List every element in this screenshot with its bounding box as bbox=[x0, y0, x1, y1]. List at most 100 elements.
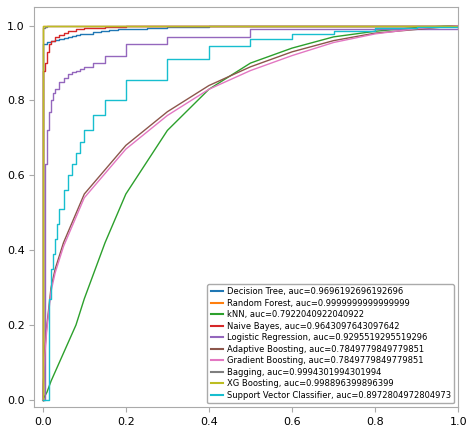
Bagging, auc=0.9994301994301994 bbox=[82, 23, 87, 28]
Logistic Regression, auc=0.9295519295519296 bbox=[123, 42, 128, 47]
Decision Tree, auc=0.9696192696192696 bbox=[90, 30, 95, 35]
Bagging, auc=0.9994301994301994 bbox=[40, 397, 46, 402]
Decision Tree, auc=0.9696192696192696 bbox=[52, 37, 58, 43]
Adaptive Boosting, auc=0.7849779849779851 bbox=[331, 38, 337, 43]
Random Forest, auc=0.9999999999999999 bbox=[42, 23, 48, 28]
Gradient Boosting, auc=0.7849779849779851 bbox=[123, 147, 128, 152]
Naive Bayes, auc=0.9643097643097642 bbox=[46, 42, 52, 47]
kNN, auc=0.7922040922040922 bbox=[206, 87, 212, 92]
Decision Tree, auc=0.9696192696192696 bbox=[65, 34, 71, 39]
Support Vector Classifier, auc=0.8972804972804973 bbox=[55, 221, 60, 227]
Bagging, auc=0.9994301994301994 bbox=[40, 25, 46, 30]
Decision Tree, auc=0.9696192696192696 bbox=[247, 23, 253, 29]
Gradient Boosting, auc=0.7849779849779851 bbox=[164, 113, 170, 118]
Support Vector Classifier, auc=0.8972804972804973 bbox=[331, 28, 337, 33]
Naive Bayes, auc=0.9643097643097642 bbox=[48, 38, 54, 43]
Adaptive Boosting, auc=0.7849779849779851 bbox=[372, 30, 378, 36]
Logistic Regression, auc=0.9295519295519296 bbox=[50, 90, 56, 95]
Line: XG Boosting, auc=0.998896399896399: XG Boosting, auc=0.998896399896399 bbox=[43, 26, 458, 400]
Support Vector Classifier, auc=0.8972804972804973 bbox=[46, 296, 52, 302]
Naive Bayes, auc=0.9643097643097642 bbox=[40, 68, 46, 73]
Bagging, auc=0.9994301994301994 bbox=[61, 23, 66, 28]
Support Vector Classifier, auc=0.8972804972804973 bbox=[414, 24, 419, 30]
Logistic Regression, auc=0.9295519295519296 bbox=[40, 397, 46, 402]
Decision Tree, auc=0.9696192696192696 bbox=[414, 23, 419, 28]
Random Forest, auc=0.9999999999999999 bbox=[40, 397, 46, 402]
Bagging, auc=0.9994301994301994 bbox=[456, 23, 461, 28]
Support Vector Classifier, auc=0.8972804972804973 bbox=[40, 397, 46, 402]
Naive Bayes, auc=0.9643097643097642 bbox=[61, 30, 66, 36]
Logistic Regression, auc=0.9295519295519296 bbox=[56, 79, 62, 84]
kNN, auc=0.7922040922040922 bbox=[82, 296, 87, 302]
Line: kNN, auc=0.7922040922040922: kNN, auc=0.7922040922040922 bbox=[43, 26, 458, 400]
Adaptive Boosting, auc=0.7849779849779851 bbox=[48, 285, 54, 290]
Gradient Boosting, auc=0.7849779849779851 bbox=[247, 68, 253, 73]
Decision Tree, auc=0.9696192696192696 bbox=[48, 38, 54, 43]
Adaptive Boosting, auc=0.7849779849779851 bbox=[46, 304, 52, 309]
Adaptive Boosting, auc=0.7849779849779851 bbox=[42, 349, 48, 354]
Decision Tree, auc=0.9696192696192696 bbox=[144, 25, 149, 30]
kNN, auc=0.7922040922040922 bbox=[456, 23, 461, 28]
Support Vector Classifier, auc=0.8972804972804973 bbox=[42, 397, 48, 402]
Adaptive Boosting, auc=0.7849779849779851 bbox=[40, 397, 46, 402]
Adaptive Boosting, auc=0.7849779849779851 bbox=[247, 64, 253, 69]
Gradient Boosting, auc=0.7849779849779851 bbox=[46, 307, 52, 312]
Logistic Regression, auc=0.9295519295519296 bbox=[42, 161, 48, 167]
Logistic Regression, auc=0.9295519295519296 bbox=[48, 98, 54, 103]
Line: Naive Bayes, auc=0.9643097643097642: Naive Bayes, auc=0.9643097643097642 bbox=[43, 26, 458, 400]
Logistic Regression, auc=0.9295519295519296 bbox=[90, 60, 95, 66]
Gradient Boosting, auc=0.7849779849779851 bbox=[414, 26, 419, 31]
Logistic Regression, auc=0.9295519295519296 bbox=[164, 34, 170, 39]
Naive Bayes, auc=0.9643097643097642 bbox=[42, 60, 48, 66]
XG Boosting, auc=0.998896399896399 bbox=[48, 23, 54, 28]
Line: Adaptive Boosting, auc=0.7849779849779851: Adaptive Boosting, auc=0.784977984977985… bbox=[43, 26, 458, 400]
Adaptive Boosting, auc=0.7849779849779851 bbox=[82, 191, 87, 197]
Logistic Regression, auc=0.9295519295519296 bbox=[73, 68, 79, 73]
Support Vector Classifier, auc=0.8972804972804973 bbox=[77, 139, 83, 144]
Bagging, auc=0.9994301994301994 bbox=[48, 23, 54, 29]
kNN, auc=0.7922040922040922 bbox=[44, 390, 50, 395]
kNN, auc=0.7922040922040922 bbox=[372, 29, 378, 34]
Decision Tree, auc=0.9696192696192696 bbox=[77, 32, 83, 37]
kNN, auc=0.7922040922040922 bbox=[247, 60, 253, 66]
Logistic Regression, auc=0.9295519295519296 bbox=[52, 87, 58, 92]
XG Boosting, auc=0.998896399896399 bbox=[42, 23, 48, 28]
Decision Tree, auc=0.9696192696192696 bbox=[73, 33, 79, 38]
XG Boosting, auc=0.998896399896399 bbox=[82, 23, 87, 28]
Bagging, auc=0.9994301994301994 bbox=[42, 24, 48, 30]
Logistic Regression, auc=0.9295519295519296 bbox=[61, 76, 66, 81]
Support Vector Classifier, auc=0.8972804972804973 bbox=[102, 98, 108, 103]
Logistic Regression, auc=0.9295519295519296 bbox=[69, 70, 75, 75]
Decision Tree, auc=0.9696192696192696 bbox=[456, 23, 461, 28]
Adaptive Boosting, auc=0.7849779849779851 bbox=[289, 49, 295, 54]
kNN, auc=0.7922040922040922 bbox=[73, 322, 79, 328]
Logistic Regression, auc=0.9295519295519296 bbox=[44, 128, 50, 133]
Gradient Boosting, auc=0.7849779849779851 bbox=[372, 31, 378, 36]
Support Vector Classifier, auc=0.8972804972804973 bbox=[372, 26, 378, 31]
Decision Tree, auc=0.9696192696192696 bbox=[289, 23, 295, 29]
XG Boosting, auc=0.998896399896399 bbox=[40, 397, 46, 402]
Support Vector Classifier, auc=0.8972804972804973 bbox=[123, 77, 128, 82]
Adaptive Boosting, auc=0.7849779849779851 bbox=[164, 109, 170, 114]
Adaptive Boosting, auc=0.7849779849779851 bbox=[456, 23, 461, 28]
Gradient Boosting, auc=0.7849779849779851 bbox=[82, 195, 87, 201]
Random Forest, auc=0.9999999999999999 bbox=[40, 23, 46, 28]
Gradient Boosting, auc=0.7849779849779851 bbox=[61, 244, 66, 249]
Support Vector Classifier, auc=0.8972804972804973 bbox=[48, 266, 54, 272]
Support Vector Classifier, auc=0.8972804972804973 bbox=[61, 187, 66, 193]
Adaptive Boosting, auc=0.7849779849779851 bbox=[414, 27, 419, 32]
Decision Tree, auc=0.9696192696192696 bbox=[40, 397, 46, 402]
kNN, auc=0.7922040922040922 bbox=[40, 397, 46, 402]
Naive Bayes, auc=0.9643097643097642 bbox=[82, 26, 87, 31]
Support Vector Classifier, auc=0.8972804972804973 bbox=[456, 23, 461, 28]
kNN, auc=0.7922040922040922 bbox=[123, 191, 128, 197]
Gradient Boosting, auc=0.7849779849779851 bbox=[44, 326, 50, 331]
XG Boosting, auc=0.998896399896399 bbox=[456, 23, 461, 28]
kNN, auc=0.7922040922040922 bbox=[102, 240, 108, 245]
Random Forest, auc=0.9999999999999999 bbox=[456, 23, 461, 28]
Gradient Boosting, auc=0.7849779849779851 bbox=[331, 40, 337, 45]
kNN, auc=0.7922040922040922 bbox=[164, 128, 170, 133]
Support Vector Classifier, auc=0.8972804972804973 bbox=[206, 44, 212, 49]
Legend: Decision Tree, auc=0.9696192696192696, Random Forest, auc=0.9999999999999999, kN: Decision Tree, auc=0.9696192696192696, R… bbox=[208, 284, 454, 403]
Naive Bayes, auc=0.9643097643097642 bbox=[102, 24, 108, 30]
